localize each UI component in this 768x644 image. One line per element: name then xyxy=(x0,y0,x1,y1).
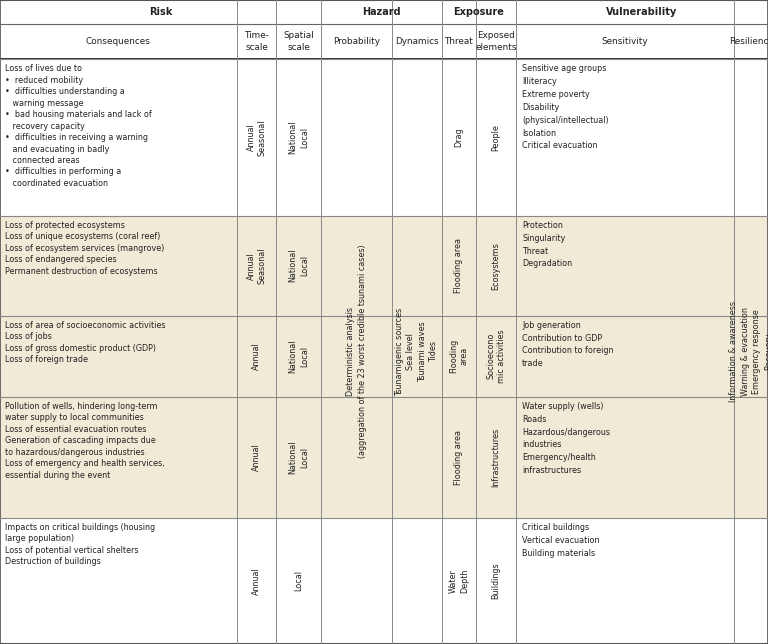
Text: Time-
scale: Time- scale xyxy=(244,32,269,52)
Bar xyxy=(0,316,768,397)
Text: Tsunamigenic sources
Sea level
Tsunami waves
Tides: Tsunamigenic sources Sea level Tsunami w… xyxy=(395,308,439,395)
Text: Spatial
scale: Spatial scale xyxy=(283,32,314,52)
Text: National
Local: National Local xyxy=(289,339,309,373)
Text: Exposure: Exposure xyxy=(453,7,505,17)
Text: National
Local: National Local xyxy=(289,440,309,474)
Bar xyxy=(0,0,768,59)
Text: Annual
Seasonal: Annual Seasonal xyxy=(247,119,266,156)
Text: Pollution of wells, hindering long-term
water supply to local communities
Loss o: Pollution of wells, hindering long-term … xyxy=(5,402,164,480)
Text: Exposed
elements: Exposed elements xyxy=(475,32,517,52)
Text: Information & awareness
Warning & evacuation
Emergency response
Recovery: Information & awareness Warning & evacua… xyxy=(730,301,768,402)
Text: Loss of protected ecosystems
Loss of unique ecosystems (coral reef)
Loss of ecos: Loss of protected ecosystems Loss of uni… xyxy=(5,221,164,276)
Text: Socioecono
mic activities: Socioecono mic activities xyxy=(486,329,506,383)
Text: Local: Local xyxy=(294,571,303,591)
Text: Deterministic analysis
(aggregation of the 23 worst credible tsunami cases): Deterministic analysis (aggregation of t… xyxy=(346,245,366,459)
Text: Sensitive age groups
Illiteracy
Extreme poverty
Disability
(physical/intellectua: Sensitive age groups Illiteracy Extreme … xyxy=(522,64,609,151)
Text: Annual: Annual xyxy=(252,567,261,595)
Text: Water supply (wells)
Roads
Hazardous/dangerous
industries
Emergency/health
infra: Water supply (wells) Roads Hazardous/dan… xyxy=(522,402,611,475)
Text: Annual
Seasonal: Annual Seasonal xyxy=(247,247,266,284)
Bar xyxy=(0,397,768,518)
Text: Infrastructures: Infrastructures xyxy=(492,428,501,487)
Text: Hazard: Hazard xyxy=(362,7,401,17)
Text: Risk: Risk xyxy=(149,7,172,17)
Text: People: People xyxy=(492,124,501,151)
Bar xyxy=(0,59,768,216)
Text: Vulnerability: Vulnerability xyxy=(607,7,677,17)
Text: Sensitivity: Sensitivity xyxy=(602,37,648,46)
Text: Loss of area of socioeconomic activities
Loss of jobs
Loss of gross domestic pro: Loss of area of socioeconomic activities… xyxy=(5,321,165,364)
Text: Annual: Annual xyxy=(252,443,261,471)
Text: Loss of lives due to
•  reduced mobility
•  difficulties understanding a
   warn: Loss of lives due to • reduced mobility … xyxy=(5,64,151,188)
Text: Water
Depth: Water Depth xyxy=(449,569,469,593)
Text: Threat: Threat xyxy=(445,37,473,46)
Bar xyxy=(0,216,768,316)
Text: National
Local: National Local xyxy=(289,120,309,155)
Text: Resilience: Resilience xyxy=(729,37,768,46)
Text: Job generation
Contribution to GDP
Contribution to foreign
trade: Job generation Contribution to GDP Contr… xyxy=(522,321,614,368)
Text: National
Local: National Local xyxy=(289,249,309,283)
Text: Drag: Drag xyxy=(455,128,463,147)
Text: Annual: Annual xyxy=(252,342,261,370)
Bar xyxy=(0,518,768,644)
Text: Flooding area: Flooding area xyxy=(455,238,463,293)
Text: Buildings: Buildings xyxy=(492,563,501,599)
Text: Probability: Probability xyxy=(333,37,380,46)
Text: Consequences: Consequences xyxy=(86,37,151,46)
Text: Dynamics: Dynamics xyxy=(395,37,439,46)
Text: Protection
Singularity
Threat
Degradation: Protection Singularity Threat Degradatio… xyxy=(522,221,572,269)
Text: Flooding
area: Flooding area xyxy=(449,339,469,374)
Text: Ecosystems: Ecosystems xyxy=(492,242,501,290)
Text: Flooding area: Flooding area xyxy=(455,430,463,485)
Text: Critical buildings
Vertical evacuation
Building materials: Critical buildings Vertical evacuation B… xyxy=(522,523,600,558)
Text: Impacts on critical buildings (housing
large population)
Loss of potential verti: Impacts on critical buildings (housing l… xyxy=(5,523,154,566)
